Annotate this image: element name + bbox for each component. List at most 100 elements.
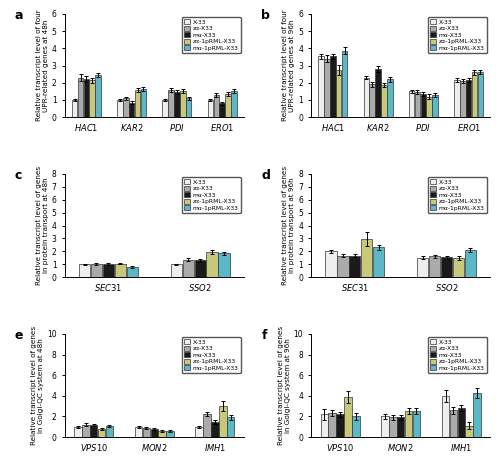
Bar bbox=[84, 80, 89, 117]
Bar bbox=[349, 256, 360, 277]
Legend: X-33, zα-X33, mα-X33, zα-1pRML-X33, mα-1pRML-X33: X-33, zα-X33, mα-X33, zα-1pRML-X33, mα-1… bbox=[182, 177, 240, 213]
Bar bbox=[318, 56, 324, 117]
Text: d: d bbox=[262, 169, 270, 182]
Bar bbox=[117, 100, 122, 117]
Bar bbox=[180, 91, 186, 117]
Legend: X-33, zα-X33, mα-X33, zα-1pRML-X33, mα-1pRML-X33: X-33, zα-X33, mα-X33, zα-1pRML-X33, mα-1… bbox=[182, 337, 240, 373]
Bar bbox=[453, 258, 464, 277]
Bar bbox=[79, 264, 90, 277]
Bar bbox=[186, 98, 192, 117]
Bar bbox=[196, 427, 203, 437]
Bar bbox=[194, 260, 206, 277]
Bar bbox=[409, 91, 414, 117]
Bar bbox=[96, 75, 101, 117]
Bar bbox=[442, 396, 450, 437]
Bar bbox=[460, 81, 466, 117]
Bar bbox=[370, 85, 375, 117]
Bar bbox=[204, 414, 211, 437]
Bar bbox=[441, 257, 452, 277]
Bar bbox=[168, 90, 174, 117]
Bar bbox=[174, 92, 180, 117]
Legend: X-33, zα-X33, mα-X33, zα-1pRML-X33, mα-1pRML-X33: X-33, zα-X33, mα-X33, zα-1pRML-X33, mα-1… bbox=[428, 177, 487, 213]
Bar bbox=[123, 98, 128, 117]
Bar bbox=[208, 100, 213, 117]
Bar bbox=[126, 267, 138, 277]
Bar bbox=[162, 100, 168, 117]
Bar bbox=[218, 253, 230, 277]
Text: a: a bbox=[15, 9, 24, 22]
Bar bbox=[211, 422, 218, 437]
Bar bbox=[426, 97, 432, 117]
Text: f: f bbox=[262, 329, 267, 342]
Y-axis label: Relative transcript level of four
UPR-related genes at 48h: Relative transcript level of four UPR-re… bbox=[36, 10, 49, 121]
Y-axis label: Relative transcript level of four
UPR-related genes at 96h: Relative transcript level of four UPR-re… bbox=[282, 10, 296, 121]
Bar bbox=[219, 406, 226, 437]
Bar bbox=[376, 69, 381, 117]
Bar bbox=[134, 90, 140, 117]
Bar bbox=[328, 413, 336, 437]
Bar bbox=[90, 80, 95, 117]
Bar bbox=[78, 78, 84, 117]
Bar bbox=[337, 256, 348, 277]
Bar bbox=[405, 412, 412, 437]
Y-axis label: Relative transcript level of genes
in Golgi-QC system at 96h: Relative transcript level of genes in Go… bbox=[278, 326, 290, 445]
Bar bbox=[326, 251, 336, 277]
Bar bbox=[150, 429, 158, 437]
Bar bbox=[82, 425, 90, 437]
Bar bbox=[324, 59, 330, 117]
Bar bbox=[466, 426, 473, 437]
Bar bbox=[450, 410, 457, 437]
Bar bbox=[140, 89, 146, 117]
Bar bbox=[72, 100, 78, 117]
Bar bbox=[412, 412, 420, 437]
Bar bbox=[478, 72, 483, 117]
Bar bbox=[420, 94, 426, 117]
Bar bbox=[129, 103, 134, 117]
Text: b: b bbox=[262, 9, 270, 22]
Bar bbox=[387, 80, 392, 117]
Bar bbox=[170, 264, 182, 277]
Bar bbox=[336, 70, 342, 117]
Bar bbox=[231, 91, 236, 117]
Bar bbox=[364, 78, 369, 117]
Bar bbox=[142, 428, 150, 437]
Bar bbox=[361, 239, 372, 277]
Bar bbox=[320, 414, 328, 437]
Y-axis label: Relative transcript level of genes
in protein transport at 96h: Relative transcript level of genes in pr… bbox=[282, 166, 296, 285]
Bar bbox=[158, 431, 166, 437]
Bar bbox=[227, 418, 234, 437]
Bar bbox=[352, 417, 360, 437]
Bar bbox=[458, 408, 465, 437]
Y-axis label: Relative transcript level of genes
in protein transport at 48h: Relative transcript level of genes in pr… bbox=[36, 166, 49, 285]
Bar bbox=[465, 250, 476, 277]
Text: c: c bbox=[15, 169, 22, 182]
Bar bbox=[98, 429, 106, 437]
Legend: X-33, zα-X33, mα-X33, zα-1pRML-X33, mα-1pRML-X33: X-33, zα-X33, mα-X33, zα-1pRML-X33, mα-1… bbox=[182, 17, 240, 53]
Bar bbox=[114, 264, 126, 277]
Bar bbox=[417, 258, 428, 277]
Y-axis label: Relative transcript level of genes
in Golgi-QC system at 48h: Relative transcript level of genes in Go… bbox=[32, 326, 44, 445]
Bar bbox=[220, 103, 225, 117]
Bar bbox=[432, 95, 438, 117]
Bar bbox=[74, 427, 82, 437]
Bar bbox=[214, 95, 219, 117]
Legend: X-33, zα-X33, mα-X33, zα-1pRML-X33, mα-1pRML-X33: X-33, zα-X33, mα-X33, zα-1pRML-X33, mα-1… bbox=[428, 17, 487, 53]
Bar bbox=[330, 56, 336, 117]
Bar bbox=[373, 247, 384, 277]
Bar bbox=[166, 432, 174, 437]
Bar bbox=[206, 252, 218, 277]
Bar bbox=[381, 86, 387, 117]
Bar bbox=[336, 414, 344, 437]
Bar bbox=[472, 73, 478, 117]
Bar bbox=[342, 51, 347, 117]
Bar bbox=[474, 393, 481, 437]
Bar bbox=[429, 257, 440, 277]
Bar bbox=[397, 418, 404, 437]
Bar bbox=[226, 94, 231, 117]
Bar bbox=[466, 80, 471, 117]
Bar bbox=[135, 427, 142, 437]
Bar bbox=[106, 426, 113, 437]
Legend: X-33, zα-X33, mα-X33, zα-1pRML-X33, mα-1pRML-X33: X-33, zα-X33, mα-X33, zα-1pRML-X33, mα-1… bbox=[428, 337, 487, 373]
Bar bbox=[102, 264, 114, 277]
Bar bbox=[389, 418, 396, 437]
